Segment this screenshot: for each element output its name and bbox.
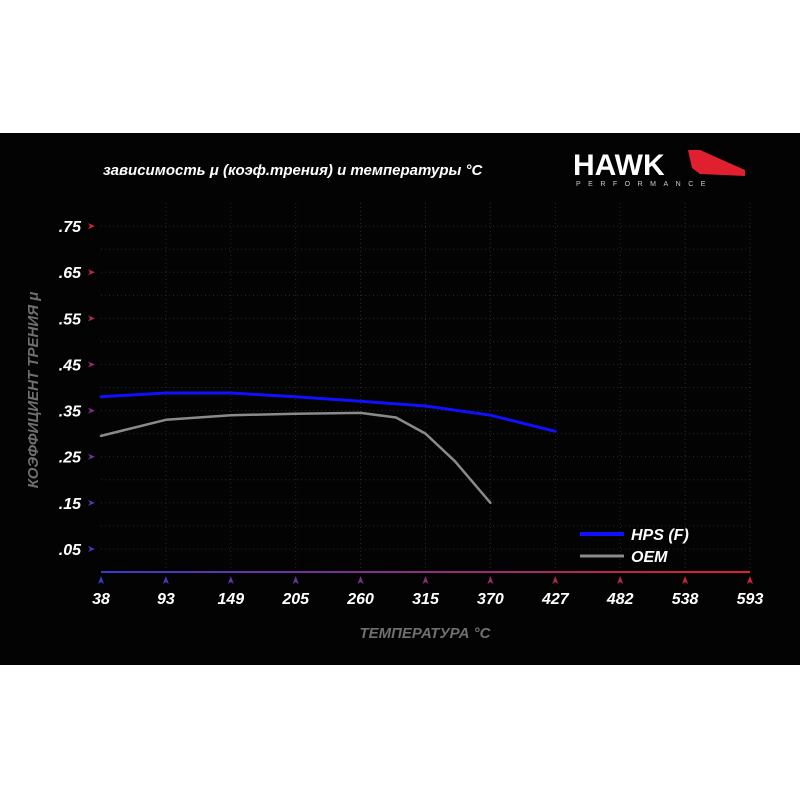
- y-tick-label: .55: [59, 311, 82, 328]
- x-tick-label: 38: [92, 591, 110, 608]
- y-tick-marker-icon: [88, 499, 95, 506]
- x-tick-marker-icon: [552, 576, 559, 584]
- y-tick-marker-icon: [88, 453, 95, 460]
- logo-subtext: PERFORMANCE: [576, 181, 713, 188]
- y-tick-marker-icon: [88, 361, 95, 368]
- legend: HPS (F) OEM: [580, 527, 689, 566]
- x-tick-marker-icon: [747, 576, 753, 584]
- y-tick-marker-icon: [88, 315, 95, 322]
- chart-title: зависимость μ (коэф.трения) и температур…: [103, 162, 483, 179]
- y-axis-label: КОЭФФИЦИЕНТ ТРЕНИЯ μ: [25, 292, 42, 489]
- x-axis-label: ТЕМПЕРАТУРА °C: [359, 625, 491, 642]
- y-tick-marker-icon: [88, 545, 95, 552]
- y-tick-label: .05: [59, 542, 82, 559]
- y-tick-label: .75: [59, 219, 82, 236]
- series-line-hpsf: [99, 391, 557, 433]
- x-tick-marker-icon: [227, 576, 234, 584]
- x-tick-marker-icon: [682, 576, 689, 584]
- x-tick-label: 482: [606, 591, 634, 608]
- x-tick-marker-icon: [162, 576, 169, 584]
- x-tick-marker-icon: [292, 576, 299, 584]
- x-tick-marker-icon: [98, 576, 104, 584]
- y-tick-marker-icon: [88, 407, 95, 414]
- x-tick-label: 427: [541, 591, 570, 608]
- x-tick-marker-icon: [357, 576, 364, 584]
- x-axis: [101, 571, 750, 573]
- x-tick-label: 593: [737, 591, 764, 608]
- x-tick-label: 370: [477, 591, 504, 608]
- x-tick-label: 538: [672, 591, 699, 608]
- series-line-oem: [99, 411, 492, 505]
- x-tick-marker-icon: [422, 576, 429, 584]
- x-tick-marker-icon: [487, 576, 494, 584]
- x-tick-label: 93: [157, 591, 175, 608]
- legend-label-oem: OEM: [631, 549, 668, 566]
- x-tick-label: 205: [281, 591, 310, 608]
- y-tick-label: .65: [59, 265, 82, 282]
- logo-text: HAWK: [573, 149, 665, 182]
- x-tick-label: 315: [412, 591, 440, 608]
- y-tick-label: .45: [59, 357, 82, 374]
- logo-wing-icon: [688, 150, 745, 176]
- x-tick-label: 260: [346, 591, 374, 608]
- x-tick-marker-icon: [617, 576, 624, 584]
- hawk-logo: HAWK PERFORMANCE: [573, 149, 745, 188]
- y-tick-marker-icon: [88, 269, 95, 276]
- y-tick-label: .15: [59, 496, 82, 513]
- legend-label-hps: HPS (F): [631, 527, 689, 544]
- y-tick-label: .35: [59, 404, 82, 421]
- x-tick-label: 149: [217, 591, 244, 608]
- y-tick-marker-icon: [88, 223, 95, 230]
- chart-background: [0, 133, 800, 665]
- y-tick-label: .25: [59, 450, 82, 467]
